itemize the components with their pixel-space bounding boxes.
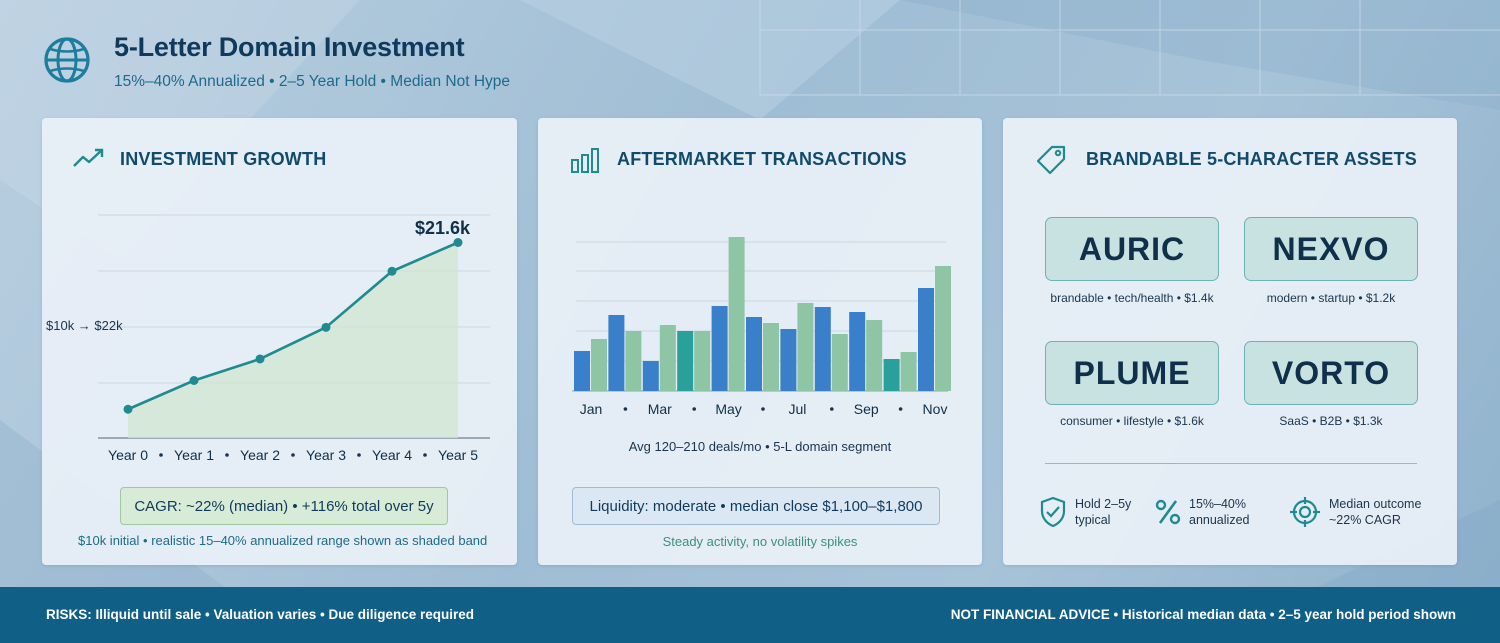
domain-tags-vorto: SaaS • B2B • $1.3k xyxy=(1279,414,1383,428)
growth-x-tick-label: Year 3 xyxy=(306,447,346,463)
cagr-pill: CAGR: ~22% (median) • +116% total over 5… xyxy=(120,487,448,525)
bar-jun-s2 xyxy=(763,323,779,391)
growth-point-year-0 xyxy=(123,404,133,414)
bar-x-tick-label: Jul xyxy=(788,401,806,417)
feature-annualized-text: 15%–40% annualized xyxy=(1189,497,1250,527)
growth-tick-separator xyxy=(291,453,295,457)
globe-icon xyxy=(44,37,90,83)
target-icon xyxy=(1290,497,1320,527)
footer-bar: RISKS: Illiquid until sale • Valuation v… xyxy=(0,587,1500,643)
shield-check-icon xyxy=(1040,496,1066,528)
bar-x-tick-label: Mar xyxy=(648,401,672,417)
bar-oct-s1 xyxy=(883,359,900,391)
growth-range-label: $10k → $22k xyxy=(46,318,123,333)
feature-annualized: 15%–40% annualized xyxy=(1155,496,1249,528)
bar-nov-s1 xyxy=(918,288,934,391)
domain-tags-auric: brandable • tech/health • $1.4k xyxy=(1050,291,1214,305)
growth-x-tick-label: Year 1 xyxy=(174,447,214,463)
bar-apr-s2 xyxy=(694,331,711,391)
bar-nov-s2 xyxy=(935,266,951,391)
investment-growth-panel: INVESTMENT GROWTH Year 0 Year 1 Year 2 Year… xyxy=(42,118,517,565)
feature-median: Median outcome ~22% CAGR xyxy=(1289,496,1421,528)
bar-jan-s1 xyxy=(574,351,590,391)
growth-point-year-1 xyxy=(189,376,199,385)
bar-sep-s1 xyxy=(849,312,866,391)
growth-point-year-4 xyxy=(387,266,397,276)
trending-up-icon xyxy=(73,148,104,167)
bar-oct-s2 xyxy=(900,352,917,391)
assets-divider xyxy=(1045,463,1417,464)
page-title: 5-Letter Domain Investment xyxy=(114,32,465,62)
bar-feb-s2 xyxy=(625,331,642,391)
bar-jul-s2 xyxy=(797,303,814,391)
growth-range-band xyxy=(128,242,458,438)
growth-series-line xyxy=(127,241,459,411)
bar-jul-s1 xyxy=(780,329,797,391)
footer-risks: RISKS: Illiquid until sale • Valuation v… xyxy=(46,607,475,622)
bar-may-s2 xyxy=(728,237,745,391)
assets-panel: BRANDABLE 5-CHARACTER ASSETS AURIC brand… xyxy=(1003,118,1457,565)
bar-chart-icon xyxy=(571,148,599,173)
bar-tick-separator xyxy=(761,407,765,411)
tag-icon xyxy=(1036,145,1066,175)
bar-apr-s1 xyxy=(677,331,694,391)
bar-jan-s2 xyxy=(591,339,607,391)
bar-mar-s2 xyxy=(659,325,676,391)
bar-tick-separator xyxy=(692,407,696,411)
growth-tick-separator xyxy=(225,453,229,457)
growth-tick-separator xyxy=(159,453,163,457)
footer-disclaimer: NOT FINANCIAL ADVICE • Historical median… xyxy=(950,607,1456,622)
bar-may-s1 xyxy=(711,306,728,391)
growth-note: $10k initial • realistic 15–40% annualiz… xyxy=(78,533,488,548)
feature-hold: Hold 2–5y typical xyxy=(1039,496,1131,528)
growth-panel-title: INVESTMENT GROWTH xyxy=(120,149,327,169)
transactions-chart: Jan Mar May Jul Sep Nov xyxy=(572,237,951,417)
feature-hold-text: Hold 2–5y typical xyxy=(1075,497,1132,527)
transactions-caption: Avg 120–210 deals/mo • 5-L domain segmen… xyxy=(628,439,892,454)
domain-card-nexvo[interactable]: NEXVO xyxy=(1244,217,1418,281)
growth-chart: Year 0 Year 1 Year 2 Year 3 Year 4 Year 5 xyxy=(98,214,490,463)
page-subtitle: 15%–40% Annualized • 2–5 Year Hold • Med… xyxy=(114,73,511,90)
growth-tick-separator xyxy=(357,453,361,457)
bar-tick-separator xyxy=(623,407,628,411)
bar-x-tick-label: Nov xyxy=(923,401,948,417)
percent-icon xyxy=(1155,499,1181,525)
growth-tick-separator xyxy=(423,453,427,457)
bar-tick-separator xyxy=(830,407,834,411)
bar-x-tick-label: Jan xyxy=(580,401,603,417)
bar-x-tick-label: May xyxy=(715,401,741,417)
bar-jun-s1 xyxy=(746,317,762,391)
transactions-panel: AFTERMARKET TRANSACTIONS Jan Mar May Jul Sep… xyxy=(538,118,982,565)
domain-card-vorto[interactable]: VORTO xyxy=(1244,341,1418,405)
growth-end-value: $21.6k xyxy=(415,218,471,238)
bar-mar-s1 xyxy=(642,361,659,391)
domain-card-plume[interactable]: PLUME xyxy=(1045,341,1219,405)
bar-sep-s2 xyxy=(866,320,883,391)
growth-x-tick-label: Year 2 xyxy=(240,447,280,463)
transactions-note: Steady activity, no volatility spikes xyxy=(662,534,858,549)
growth-x-tick-label: Year 0 xyxy=(108,447,148,463)
page-header: 5-Letter Domain Investment 15%–40% Annua… xyxy=(42,32,510,91)
bar-tick-separator xyxy=(898,407,903,411)
domain-tags-nexvo: modern • startup • $1.2k xyxy=(1266,291,1396,305)
bar-aug-s1 xyxy=(814,307,831,391)
domain-tags-plume: consumer • lifestyle • $1.6k xyxy=(1060,414,1204,428)
growth-point-year-2 xyxy=(255,354,265,364)
bar-feb-s1 xyxy=(608,315,625,391)
growth-x-tick-label: Year 4 xyxy=(372,447,412,463)
growth-point-year-3 xyxy=(321,322,331,332)
growth-x-tick-label: Year 5 xyxy=(438,447,478,463)
domain-card-auric[interactable]: AURIC xyxy=(1045,217,1219,281)
transactions-panel-title: AFTERMARKET TRANSACTIONS xyxy=(617,149,907,169)
bar-aug-s2 xyxy=(831,334,848,391)
bar-x-tick-label: Sep xyxy=(854,401,879,417)
growth-point-year-5 xyxy=(453,238,463,247)
liquidity-pill: Liquidity: moderate • median close $1,10… xyxy=(572,487,940,525)
feature-median-text: Median outcome ~22% CAGR xyxy=(1329,497,1422,527)
assets-panel-title: BRANDABLE 5-CHARACTER ASSETS xyxy=(1086,149,1417,169)
